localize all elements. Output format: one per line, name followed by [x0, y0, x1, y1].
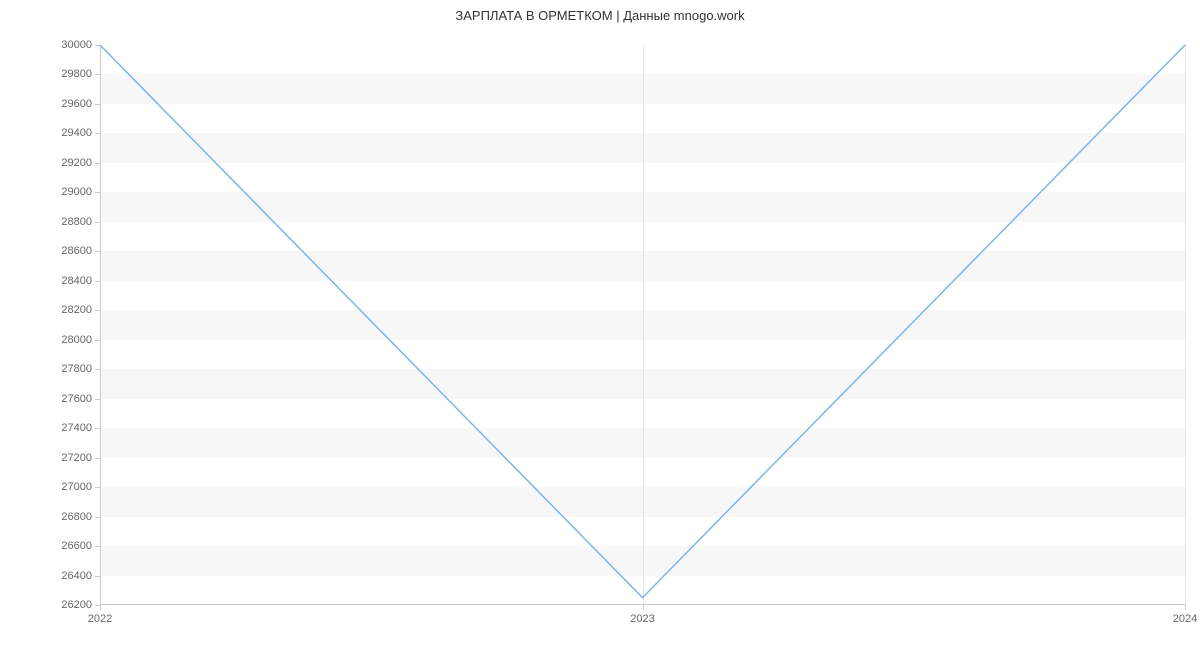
y-tick-label: 26600: [50, 540, 92, 552]
x-tick-mark: [643, 605, 644, 610]
y-tick-label: 29800: [50, 68, 92, 80]
y-tick-label: 28000: [50, 334, 92, 346]
x-gridline: [1185, 45, 1186, 605]
y-tick-label: 27400: [50, 422, 92, 434]
series-line-salary: [100, 45, 1185, 598]
y-tick-label: 29200: [50, 157, 92, 169]
y-tick-label: 27000: [50, 481, 92, 493]
y-tick-label: 27600: [50, 393, 92, 405]
y-tick-label: 28600: [50, 245, 92, 257]
y-tick-label: 29400: [50, 127, 92, 139]
y-tick-label: 27200: [50, 452, 92, 464]
series-svg: [100, 45, 1185, 605]
chart-title: ЗАРПЛАТА В ОРМЕТКОМ | Данные mnogo.work: [0, 8, 1200, 23]
salary-chart: ЗАРПЛАТА В ОРМЕТКОМ | Данные mnogo.work …: [0, 0, 1200, 650]
y-tick-label: 29600: [50, 98, 92, 110]
x-tick-label: 2023: [630, 613, 654, 625]
y-tick-label: 26800: [50, 511, 92, 523]
y-tick-label: 27800: [50, 363, 92, 375]
y-tick-label: 26200: [50, 599, 92, 611]
plot-area: 2022202320242620026400266002680027000272…: [100, 45, 1185, 605]
x-tick-mark: [1185, 605, 1186, 610]
y-tick-mark: [95, 605, 100, 606]
y-tick-label: 28800: [50, 216, 92, 228]
x-tick-label: 2024: [1173, 613, 1197, 625]
y-tick-label: 28400: [50, 275, 92, 287]
y-tick-label: 28200: [50, 304, 92, 316]
y-tick-label: 26400: [50, 570, 92, 582]
y-tick-label: 29000: [50, 186, 92, 198]
x-tick-label: 2022: [88, 613, 112, 625]
x-tick-mark: [100, 605, 101, 610]
y-tick-label: 30000: [50, 39, 92, 51]
